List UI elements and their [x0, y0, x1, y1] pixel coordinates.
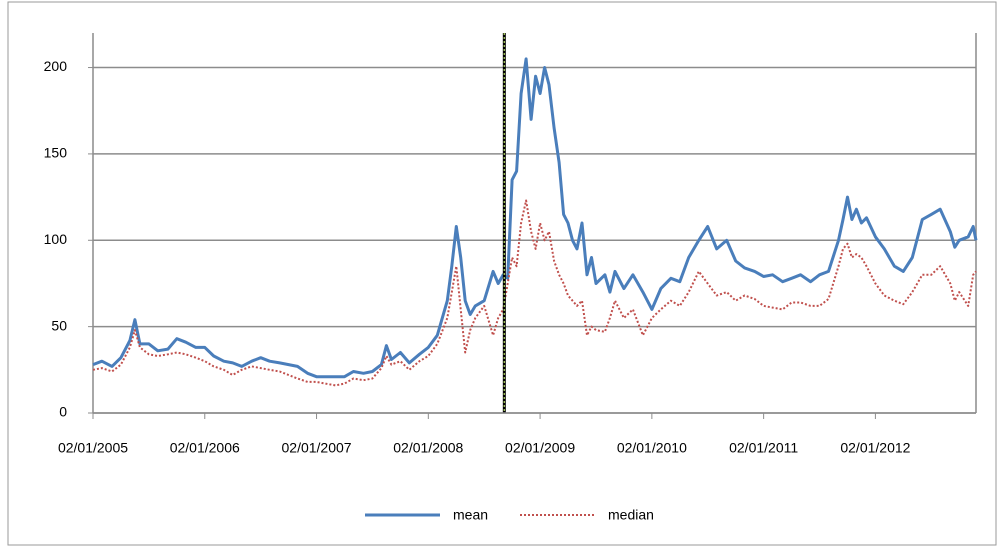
x-tick-label: 02/01/2008 — [393, 440, 463, 456]
chart-frame — [7, 1, 997, 546]
legend-label: mean — [453, 507, 488, 523]
x-tick-label: 02/01/2007 — [282, 440, 352, 456]
y-tick-label: 0 — [59, 404, 67, 420]
series-line — [92, 57, 978, 379]
y-tick-label: 50 — [51, 317, 67, 333]
x-tick-label: 02/01/2010 — [617, 440, 687, 456]
x-tick-label: 02/01/2006 — [170, 440, 240, 456]
y-tick-label: 200 — [44, 58, 68, 74]
x-tick-label: 02/01/2012 — [840, 440, 910, 456]
x-tick-label: 02/01/2011 — [729, 440, 798, 456]
series-line — [92, 199, 977, 387]
x-tick-label: 02/01/2005 — [58, 440, 128, 456]
x-tick-label: 02/01/2009 — [505, 440, 575, 456]
legend-label: median — [608, 507, 654, 523]
y-tick-label: 100 — [44, 231, 68, 247]
y-tick-label: 150 — [44, 145, 68, 161]
